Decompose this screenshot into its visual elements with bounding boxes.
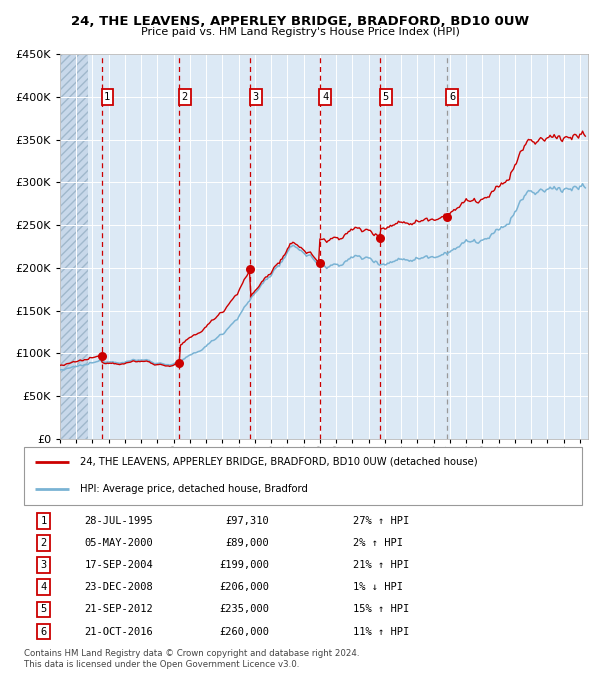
Text: £97,310: £97,310 [226, 516, 269, 526]
Text: 2% ↑ HPI: 2% ↑ HPI [353, 538, 403, 548]
Text: Contains HM Land Registry data © Crown copyright and database right 2024.: Contains HM Land Registry data © Crown c… [24, 649, 359, 658]
Text: 3: 3 [40, 560, 47, 571]
Text: 21-OCT-2016: 21-OCT-2016 [85, 626, 153, 636]
Text: £235,000: £235,000 [220, 605, 269, 615]
Text: 28-JUL-1995: 28-JUL-1995 [85, 516, 153, 526]
Text: 1% ↓ HPI: 1% ↓ HPI [353, 582, 403, 592]
Text: 21% ↑ HPI: 21% ↑ HPI [353, 560, 409, 571]
Text: 23-DEC-2008: 23-DEC-2008 [85, 582, 153, 592]
Text: £199,000: £199,000 [220, 560, 269, 571]
Text: Price paid vs. HM Land Registry's House Price Index (HPI): Price paid vs. HM Land Registry's House … [140, 27, 460, 37]
Text: 15% ↑ HPI: 15% ↑ HPI [353, 605, 409, 615]
Text: £89,000: £89,000 [226, 538, 269, 548]
Text: 24, THE LEAVENS, APPERLEY BRIDGE, BRADFORD, BD10 0UW: 24, THE LEAVENS, APPERLEY BRIDGE, BRADFO… [71, 15, 529, 28]
Text: 11% ↑ HPI: 11% ↑ HPI [353, 626, 409, 636]
Text: HPI: Average price, detached house, Bradford: HPI: Average price, detached house, Brad… [80, 484, 308, 494]
Text: 21-SEP-2012: 21-SEP-2012 [85, 605, 153, 615]
Text: 1: 1 [104, 92, 110, 102]
Text: 6: 6 [40, 626, 47, 636]
Text: 2: 2 [182, 92, 188, 102]
FancyBboxPatch shape [24, 447, 582, 505]
Text: 24, THE LEAVENS, APPERLEY BRIDGE, BRADFORD, BD10 0UW (detached house): 24, THE LEAVENS, APPERLEY BRIDGE, BRADFO… [80, 457, 478, 467]
Text: 4: 4 [322, 92, 328, 102]
Text: 27% ↑ HPI: 27% ↑ HPI [353, 516, 409, 526]
Text: £206,000: £206,000 [220, 582, 269, 592]
Text: This data is licensed under the Open Government Licence v3.0.: This data is licensed under the Open Gov… [24, 660, 299, 669]
Text: £260,000: £260,000 [220, 626, 269, 636]
Text: 3: 3 [253, 92, 259, 102]
Bar [60, 54, 88, 439]
Text: 5: 5 [40, 605, 47, 615]
Text: 5: 5 [383, 92, 389, 102]
Text: 2: 2 [40, 538, 47, 548]
Text: 05-MAY-2000: 05-MAY-2000 [85, 538, 153, 548]
Text: 6: 6 [449, 92, 455, 102]
Text: 1: 1 [40, 516, 47, 526]
Text: 17-SEP-2004: 17-SEP-2004 [85, 560, 153, 571]
Text: 4: 4 [40, 582, 47, 592]
